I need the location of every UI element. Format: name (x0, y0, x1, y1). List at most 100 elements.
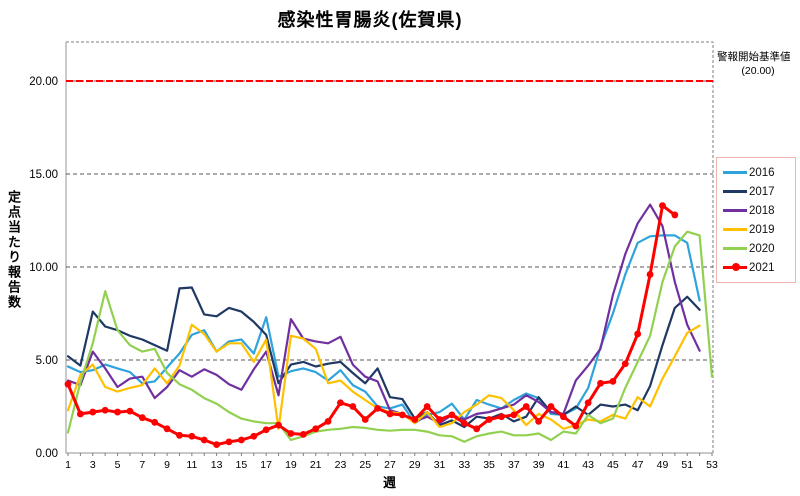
legend-item-2016: 2016 (723, 163, 791, 182)
y-tick-label: 20.00 (29, 76, 58, 88)
series-marker-2021 (64, 380, 72, 388)
x-tick-label: 49 (657, 459, 669, 471)
series-marker-2021 (411, 416, 419, 423)
series-marker-2021 (646, 271, 654, 278)
legend-label: 2019 (749, 223, 775, 236)
legend-label: 2020 (749, 242, 775, 255)
x-tick-label: 17 (260, 459, 272, 471)
x-tick-label: 15 (236, 459, 248, 471)
series-marker-2021 (101, 406, 109, 414)
legend-label: 2021 (749, 261, 775, 274)
legend-item-2017: 2017 (723, 182, 791, 201)
x-tick-label: 47 (632, 459, 644, 471)
x-axis-label: 週 (382, 475, 396, 490)
legend-line-sample (723, 263, 747, 271)
x-tick-label: 35 (483, 459, 495, 471)
series-marker-2021 (76, 410, 84, 418)
legend-label: 2016 (749, 166, 775, 179)
series-marker-2021 (634, 330, 642, 338)
series-marker-2021 (535, 417, 543, 425)
series-marker-2021 (213, 441, 221, 449)
x-tick-label: 51 (681, 459, 693, 471)
series-marker-2021 (436, 416, 443, 423)
series-marker-2021 (299, 431, 307, 438)
legend-label: 2018 (749, 204, 775, 217)
legend-line-sample (723, 190, 747, 193)
series-marker-2021 (237, 436, 245, 444)
series-marker-2021 (460, 419, 468, 427)
x-tick-label: 11 (186, 459, 197, 471)
alert-threshold-value: (20.00) (741, 65, 775, 78)
series-marker-2021 (609, 377, 617, 385)
legend-label: 2017 (749, 185, 775, 198)
x-tick-label: 53 (706, 459, 718, 471)
series-marker-2021 (510, 411, 518, 419)
legend-item-2021: 2021 (723, 258, 791, 277)
legend-marker-dot (732, 263, 740, 271)
x-tick-label: 43 (582, 459, 594, 471)
legend-line-sample (723, 171, 747, 174)
series-marker-2021 (498, 413, 505, 421)
x-tick-label: 29 (409, 459, 421, 471)
series-marker-2021 (225, 438, 233, 446)
y-tick-label: 5.00 (36, 355, 58, 367)
series-marker-2021 (522, 403, 530, 410)
y-tick-label: 10.00 (29, 262, 58, 274)
x-tick-label: 3 (90, 459, 96, 471)
x-tick-label: 21 (310, 459, 322, 471)
series-marker-2021 (324, 417, 332, 425)
x-tick-label: 19 (285, 459, 297, 471)
x-tick-label: 41 (558, 459, 570, 471)
legend-item-2019: 2019 (723, 220, 791, 239)
x-tick-label: 9 (164, 459, 170, 471)
x-tick-label: 5 (115, 459, 121, 471)
legend-item-2020: 2020 (723, 239, 791, 258)
series-marker-2021 (188, 432, 196, 440)
series-marker-2021 (386, 410, 394, 418)
x-tick-label: 1 (65, 459, 71, 471)
x-tick-label: 31 (434, 459, 446, 471)
x-tick-label: 13 (211, 459, 223, 471)
series-marker-2021 (275, 421, 282, 429)
x-tick-label: 33 (458, 459, 470, 471)
x-tick-label: 25 (359, 459, 371, 471)
series-marker-2021 (312, 425, 320, 433)
x-tick-label: 37 (508, 459, 520, 471)
x-tick-label: 7 (139, 459, 145, 471)
series-marker-2021 (337, 399, 344, 407)
legend-item-2018: 2018 (723, 201, 791, 220)
legend: 2016 2017 2018 2019 2020 2021 (716, 157, 796, 283)
plot-border (66, 41, 714, 453)
chart-title: 感染性胃腸炎(佐賀県) (277, 10, 463, 30)
series-marker-2021 (448, 411, 456, 419)
series-line-2020 (66, 230, 714, 443)
axis-lines (65, 42, 713, 454)
x-tick-label: 23 (335, 459, 347, 471)
series-marker-2021 (126, 407, 134, 415)
y-tick-label: 15.00 (29, 169, 58, 181)
x-tick-label: 27 (384, 459, 396, 471)
series-marker-2021 (262, 426, 270, 434)
x-tick-label: 45 (607, 459, 619, 471)
series-marker-2021 (559, 413, 567, 421)
series-marker-2021 (200, 436, 208, 444)
series-line-2021 (66, 204, 677, 447)
series-marker-2021 (138, 414, 146, 422)
series-marker-2021 (671, 211, 679, 219)
alert-threshold-text: 警報開始基準値 (717, 51, 791, 63)
series-marker-2021 (287, 430, 295, 437)
series-marker-2021 (398, 411, 406, 419)
y-tick-label: 0.00 (36, 448, 58, 460)
series-marker-2021 (151, 418, 159, 426)
legend-line-sample (723, 228, 747, 231)
series-marker-2021 (250, 432, 258, 440)
series-line-2017 (66, 286, 701, 429)
series-marker-2021 (176, 431, 183, 439)
series-line-2018 (66, 203, 701, 425)
series-marker-2021 (659, 202, 666, 210)
series-marker-2021 (89, 408, 97, 416)
series-line-2016 (66, 234, 701, 425)
series-marker-2021 (597, 379, 604, 387)
